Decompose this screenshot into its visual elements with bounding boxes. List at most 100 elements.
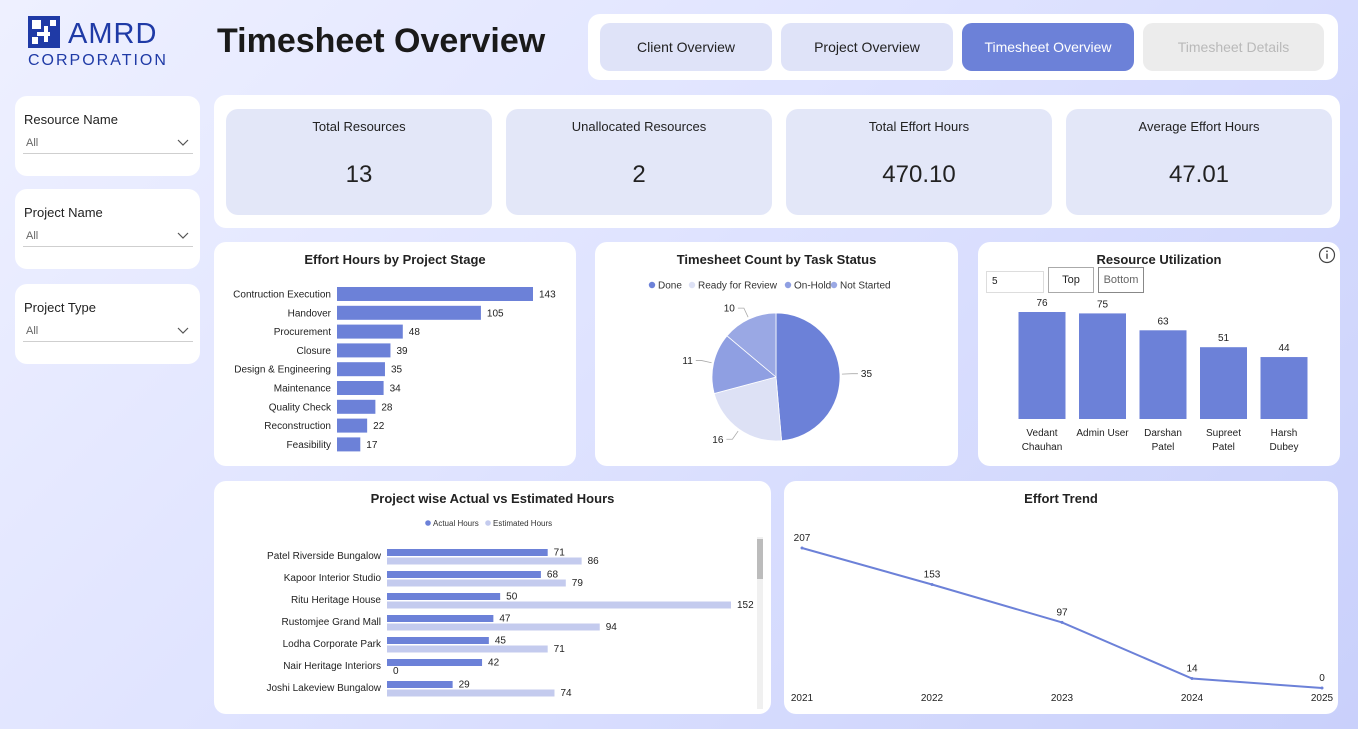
slicer-label: Project Name xyxy=(24,205,103,220)
legend-marker xyxy=(648,281,656,289)
legend-marker xyxy=(688,281,696,289)
effort-trend-line-chart: 207 2021 153 2022 97 2023 14 2024 0 2025 xyxy=(791,533,1334,704)
bar xyxy=(337,343,391,358)
bar xyxy=(387,681,453,688)
chart-title: Project wise Actual vs Estimated Hours xyxy=(370,491,615,506)
resource-name-slicer: Resource Name All xyxy=(15,96,200,176)
project-type-dropdown[interactable]: All xyxy=(23,322,193,342)
category-label: Patel xyxy=(1152,442,1175,453)
logo-mark-icon xyxy=(28,16,60,48)
pie-slice xyxy=(713,376,783,442)
category-label: Vedant xyxy=(1026,428,1057,439)
status-chart-card: Timesheet Count by Task Status Done Ready… xyxy=(595,242,958,466)
slicer-label: Resource Name xyxy=(24,112,118,127)
data-label: 17 xyxy=(366,440,378,451)
data-label: 39 xyxy=(396,346,408,357)
legend-marker xyxy=(425,520,431,526)
bar xyxy=(387,637,489,644)
scrollbar-track[interactable] xyxy=(757,537,763,709)
kpi-value: 47.01 xyxy=(1168,161,1230,188)
chart-title: Timesheet Count by Task Status xyxy=(676,252,877,267)
logo-tagline: CORPORATION xyxy=(28,52,168,69)
resource-name-dropdown[interactable]: All xyxy=(23,134,193,154)
nav-project-overview-button[interactable]: Project Overview xyxy=(781,23,953,71)
data-label: 14 xyxy=(1186,664,1198,675)
info-icon[interactable] xyxy=(1318,246,1336,264)
bar xyxy=(387,645,548,653)
category-label: Darshan xyxy=(1144,428,1182,439)
pie-slice xyxy=(775,312,841,442)
category-label: Lodha Corporate Park xyxy=(283,639,382,650)
chevron-down-icon xyxy=(177,327,189,334)
category-label: Contruction Execution xyxy=(233,290,331,301)
category-label: Handover xyxy=(288,308,332,319)
chevron-down-icon xyxy=(177,232,189,239)
category-label: Ritu Heritage House xyxy=(291,595,381,606)
bottom-button[interactable]: Bottom xyxy=(1098,267,1144,293)
slicer-value: All xyxy=(26,230,39,242)
logo-name: AMRD xyxy=(68,18,158,50)
top-button[interactable]: Top xyxy=(1048,267,1094,293)
category-label: Supreet xyxy=(1206,428,1241,439)
category-label: Maintenance xyxy=(274,384,332,395)
nav-timesheet-details-button[interactable]: Timesheet Details xyxy=(1143,23,1324,71)
legend-marker xyxy=(485,520,491,526)
bar xyxy=(387,579,566,587)
chart-title: Effort Trend xyxy=(1024,491,1098,506)
data-label: 105 xyxy=(487,308,504,319)
data-label: 29 xyxy=(459,680,471,691)
bar xyxy=(337,381,384,395)
project-name-dropdown[interactable]: All xyxy=(23,227,193,247)
legend-label: Not Started xyxy=(840,281,891,292)
data-label: 11 xyxy=(682,356,693,367)
data-label: 10 xyxy=(724,304,736,315)
legend-marker xyxy=(830,281,838,289)
top-n-input[interactable]: 5 xyxy=(986,271,1044,293)
category-label: Procurement xyxy=(274,327,331,338)
page-title: Timesheet Overview xyxy=(217,22,546,60)
kpi-value: 470.10 xyxy=(882,161,956,188)
kpi-total-resources: Total Resources 13 xyxy=(226,109,492,215)
bar xyxy=(387,571,541,578)
data-label: 75 xyxy=(1097,299,1109,310)
kpi-average-effort-hours: Average Effort Hours 47.01 xyxy=(1066,109,1332,215)
slicer-value: All xyxy=(26,325,39,337)
bar xyxy=(1200,347,1247,419)
kpi-total-effort-hours: Total Effort Hours 470.10 xyxy=(786,109,1052,215)
project-name-slicer: Project Name All xyxy=(15,189,200,269)
nav-client-overview-button[interactable]: Client Overview xyxy=(600,23,772,71)
bar xyxy=(337,418,368,433)
data-label: 79 xyxy=(572,578,584,589)
data-point xyxy=(1190,677,1194,681)
data-label: 35 xyxy=(861,369,873,380)
pie-slice xyxy=(711,335,777,395)
kpi-panel: Total Resources 13 Unallocated Resources… xyxy=(214,95,1340,228)
data-label: 97 xyxy=(1056,607,1068,618)
data-label: 63 xyxy=(1157,316,1169,327)
scrollbar-thumb[interactable] xyxy=(757,539,763,579)
page-navigation: Client Overview Project Overview Timeshe… xyxy=(588,14,1338,80)
legend-label: Ready for Review xyxy=(698,281,778,292)
kpi-unallocated-resources: Unallocated Resources 2 xyxy=(506,109,772,215)
category-label: Rustomjee Grand Mall xyxy=(282,617,381,628)
kpi-value: 13 xyxy=(345,161,373,188)
data-label: 47 xyxy=(499,614,511,625)
data-label: 152 xyxy=(737,600,754,611)
data-point xyxy=(800,546,804,550)
bar xyxy=(387,615,494,622)
leader-line xyxy=(737,307,749,318)
leader-line xyxy=(695,360,712,364)
bar xyxy=(387,557,582,565)
data-label: 50 xyxy=(506,592,518,603)
pie-slice xyxy=(726,312,777,378)
legend-label: On-Hold xyxy=(794,281,831,292)
bar xyxy=(387,601,731,609)
chevron-down-icon xyxy=(177,139,189,146)
data-label: 207 xyxy=(794,533,811,544)
bar xyxy=(387,549,548,556)
category-label: Feasibility xyxy=(287,440,331,451)
nav-timesheet-overview-button[interactable]: Timesheet Overview xyxy=(962,23,1134,71)
data-label: 0 xyxy=(1319,673,1325,684)
bar xyxy=(1018,312,1066,419)
legend-label: Actual Hours xyxy=(433,519,479,528)
